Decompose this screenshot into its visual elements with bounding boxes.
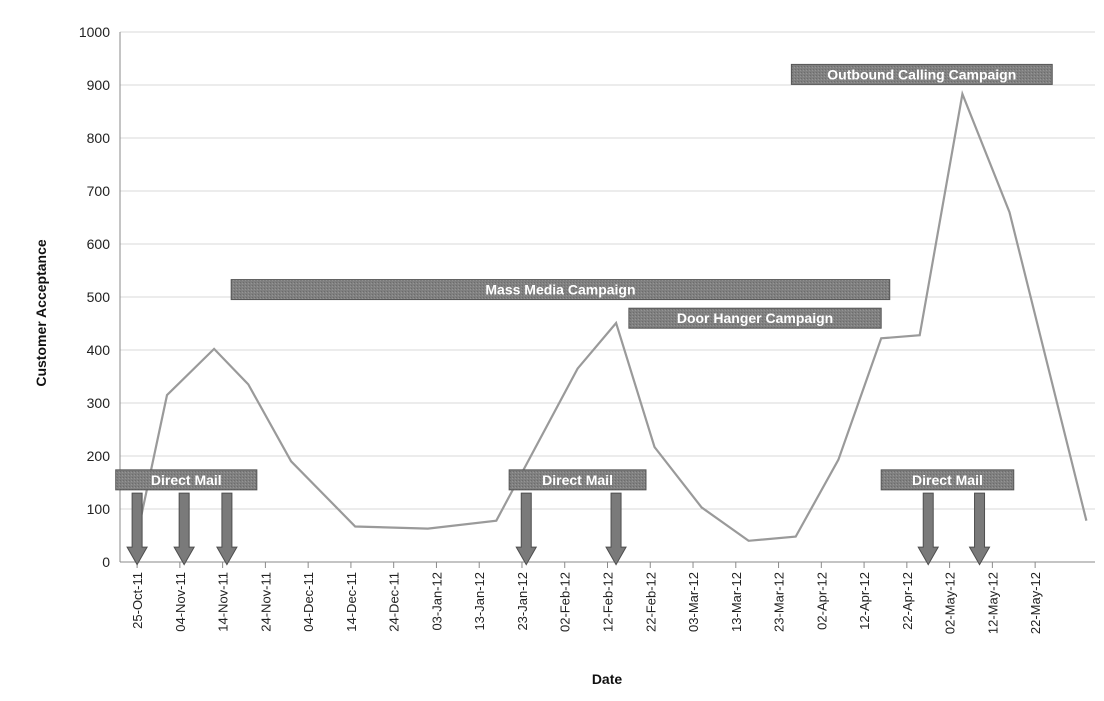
campaign-banner: Direct Mail <box>115 469 258 491</box>
banner-label: Mass Media Campaign <box>485 282 635 298</box>
x-tick-label: 13-Mar-12 <box>729 572 744 632</box>
y-tick-label: 700 <box>87 183 111 199</box>
x-tick-label: 12-Feb-12 <box>601 572 616 632</box>
direct-mail-arrow <box>605 492 627 566</box>
banner-label: Outbound Calling Campaign <box>827 66 1016 82</box>
banner-label: Direct Mail <box>151 472 222 488</box>
direct-mail-arrow <box>515 492 538 566</box>
y-tick-label: 800 <box>87 130 111 146</box>
annotation-layer: Mass Media Campaign Door Hanger Campaign O… <box>115 63 1053 566</box>
direct-mail-arrow <box>216 492 238 566</box>
direct-mail-arrow <box>126 492 148 566</box>
x-tick-label: 02-Feb-12 <box>558 572 573 632</box>
x-tick-label: 03-Mar-12 <box>686 572 701 632</box>
series-layer <box>136 90 1088 542</box>
x-tick-label: 23-Mar-12 <box>772 572 787 632</box>
y-tick-label: 500 <box>87 289 111 305</box>
y-tick-label: 400 <box>87 342 111 358</box>
y-tick-label: 1000 <box>79 24 110 40</box>
x-tick-label: 25-Oct-11 <box>130 572 145 629</box>
x-tick-label: 13-Jan-12 <box>472 572 487 631</box>
x-tick-label: 12-May-12 <box>985 572 1000 634</box>
x-tick-label: 03-Jan-12 <box>429 572 444 631</box>
x-tick-label: 14-Dec-11 <box>344 572 359 632</box>
y-axis-label: Customer Acceptance <box>33 239 49 387</box>
x-tick-label: 22-Apr-12 <box>900 572 915 630</box>
x-tick-label: 23-Jan-12 <box>515 572 530 631</box>
banner-box <box>115 469 258 491</box>
banner-box <box>628 307 882 329</box>
y-tick-label: 300 <box>87 395 111 411</box>
banner-box <box>230 279 891 301</box>
campaign-banner: Outbound Calling Campaign <box>790 63 1053 85</box>
campaign-banner: Door Hanger Campaign <box>628 307 882 329</box>
banner-box <box>880 469 1015 491</box>
x-tick-label: 22-May-12 <box>1028 572 1043 634</box>
x-tick-label: 24-Nov-11 <box>258 572 273 632</box>
y-tick-labels: 0 100 200 300 400 500 600 700 800 900 1000 <box>79 24 110 570</box>
banner-box <box>790 63 1053 85</box>
x-tick-label: 02-Apr-12 <box>814 572 829 630</box>
campaign-banner: Direct Mail <box>880 469 1015 491</box>
banner-label: Direct Mail <box>542 472 613 488</box>
direct-mail-arrow <box>173 492 196 566</box>
y-tick-label: 600 <box>87 236 111 252</box>
y-tick-label: 0 <box>102 554 110 570</box>
x-tick-label: 22-Feb-12 <box>643 572 658 632</box>
banner-label: Direct Mail <box>912 472 983 488</box>
campaign-banner: Direct Mail <box>508 469 647 491</box>
campaign-banner: Mass Media Campaign <box>230 279 891 301</box>
direct-mail-arrow <box>968 492 991 566</box>
y-tick-label: 900 <box>87 77 111 93</box>
banner-box <box>508 469 647 491</box>
x-tick-label: 12-Apr-12 <box>857 572 872 630</box>
x-tick-labels: 25-Oct-11 04-Nov-11 14-Nov-11 24-Nov-11 04-D… <box>130 572 1043 634</box>
series-line <box>136 90 1088 542</box>
direct-mail-arrow <box>917 492 940 566</box>
banner-label: Door Hanger Campaign <box>677 310 833 326</box>
y-tick-label: 100 <box>87 501 111 517</box>
x-tick-label: 24-Dec-11 <box>387 572 402 632</box>
x-tick-label: 04-Nov-11 <box>173 572 188 632</box>
x-tick-label: 02-May-12 <box>943 572 958 634</box>
y-tick-label: 200 <box>87 448 111 464</box>
x-axis-label: Date <box>592 671 623 687</box>
x-tick-label: 04-Dec-11 <box>301 572 316 632</box>
x-tick-label: 14-Nov-11 <box>216 572 231 632</box>
